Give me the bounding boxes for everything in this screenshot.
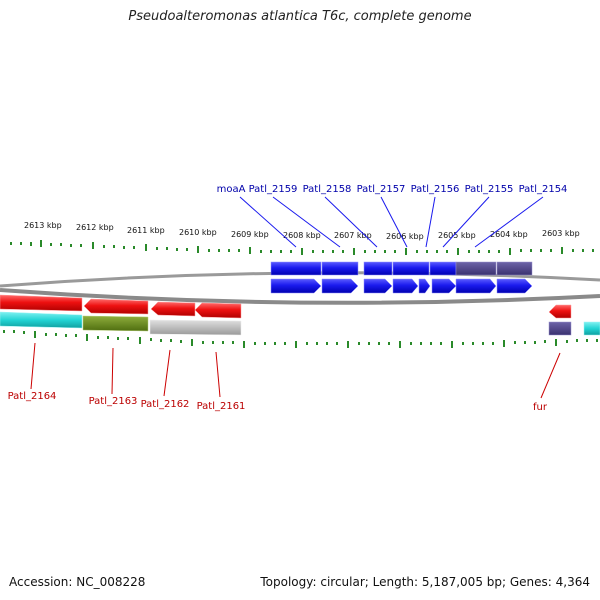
tick-label-2613: 2613 kbp xyxy=(24,221,62,230)
accession-text: Accession: NC_008228 xyxy=(9,575,146,589)
gene-label-patl-2155: Patl_2155 xyxy=(465,184,514,195)
feature-bar-2158 xyxy=(363,261,393,276)
gene-arrow-2158 xyxy=(363,278,393,294)
gene-label-patl-2159: Patl_2159 xyxy=(249,184,298,195)
tick-label-2608: 2608 kbp xyxy=(283,231,321,240)
gene-arrow-2163 xyxy=(83,298,149,315)
feature-bar-2154 xyxy=(496,261,533,276)
gene-label-patl-2161: Patl_2161 xyxy=(197,401,246,412)
bottom-label-leaders xyxy=(30,342,561,399)
tick-label-2611: 2611 kbp xyxy=(127,226,165,235)
feature-bar-2162 xyxy=(149,319,242,336)
gene-label-moaA: moaA xyxy=(217,184,246,195)
gene-arrow-moaA xyxy=(270,278,322,294)
feature-bar-2155 xyxy=(455,261,497,276)
feature-bar-2156 xyxy=(429,261,457,276)
gene-arrow-2155b xyxy=(455,278,497,294)
tick-label-2603: 2603 kbp xyxy=(542,229,580,238)
reverse-feature-bars xyxy=(0,311,600,336)
feature-bar-2163 xyxy=(82,315,149,332)
gene-label-patl-2164: Patl_2164 xyxy=(8,391,57,402)
gene-label-patl-2154: Patl_2154 xyxy=(519,184,568,195)
feature-bar-fur xyxy=(548,321,572,336)
gene-label-patl-2156: Patl_2156 xyxy=(411,184,460,195)
gene-arrow-2157 xyxy=(392,278,419,294)
gene-arrow-2162 xyxy=(150,301,196,317)
tick-label-2604: 2604 kbp xyxy=(490,230,528,239)
genome-backbone-lower xyxy=(0,288,600,305)
feature-bar-2164 xyxy=(0,311,83,329)
gene-label-patl-2163: Patl_2163 xyxy=(89,396,138,407)
gene-arrow-2159 xyxy=(321,278,359,294)
gene-label-patl-2158: Patl_2158 xyxy=(303,184,352,195)
feature-bar-2159 xyxy=(321,261,359,276)
feature-bar-edge xyxy=(583,321,600,336)
top-label-leaders xyxy=(239,196,544,248)
top-tick-row xyxy=(10,240,594,255)
map-title: Pseudoalteromonas atlantica T6c, complet… xyxy=(128,9,472,24)
gene-label-patl-2162: Patl_2162 xyxy=(141,399,190,410)
tick-label-2610: 2610 kbp xyxy=(179,228,217,237)
scale-tick-labels: 2613 kbp 2612 kbp 2611 kbp 2610 kbp 2609… xyxy=(24,221,580,241)
gene-arrow-2155 xyxy=(431,278,457,294)
tick-label-2605: 2605 kbp xyxy=(438,231,476,240)
genome-summary-text: Topology: circular; Length: 5,187,005 bp… xyxy=(260,575,590,589)
bottom-gene-labels: Patl_2164 Patl_2163 Patl_2162 Patl_2161 … xyxy=(8,391,548,413)
forward-gene-arrows xyxy=(270,278,533,294)
tick-label-2609: 2609 kbp xyxy=(231,230,269,239)
bottom-tick-row xyxy=(3,330,598,348)
forward-feature-bars xyxy=(270,261,533,276)
top-gene-labels: moaA Patl_2159 Patl_2158 Patl_2157 Patl_… xyxy=(217,184,568,195)
tick-label-2607: 2607 kbp xyxy=(334,231,372,240)
gene-arrow-2164 xyxy=(0,294,83,312)
gene-arrow-2154 xyxy=(496,278,533,294)
gene-arrow-fur xyxy=(548,304,572,319)
tick-label-2612: 2612 kbp xyxy=(76,223,114,232)
gene-arrow-2156 xyxy=(418,278,431,294)
gene-arrow-2161 xyxy=(194,302,242,319)
tick-label-2606: 2606 kbp xyxy=(386,232,424,241)
feature-bar-2157 xyxy=(392,261,430,276)
gene-label-fur: fur xyxy=(533,402,548,413)
feature-bar-moaA xyxy=(270,261,322,276)
reverse-gene-arrows xyxy=(0,294,572,319)
gene-label-patl-2157: Patl_2157 xyxy=(357,184,406,195)
